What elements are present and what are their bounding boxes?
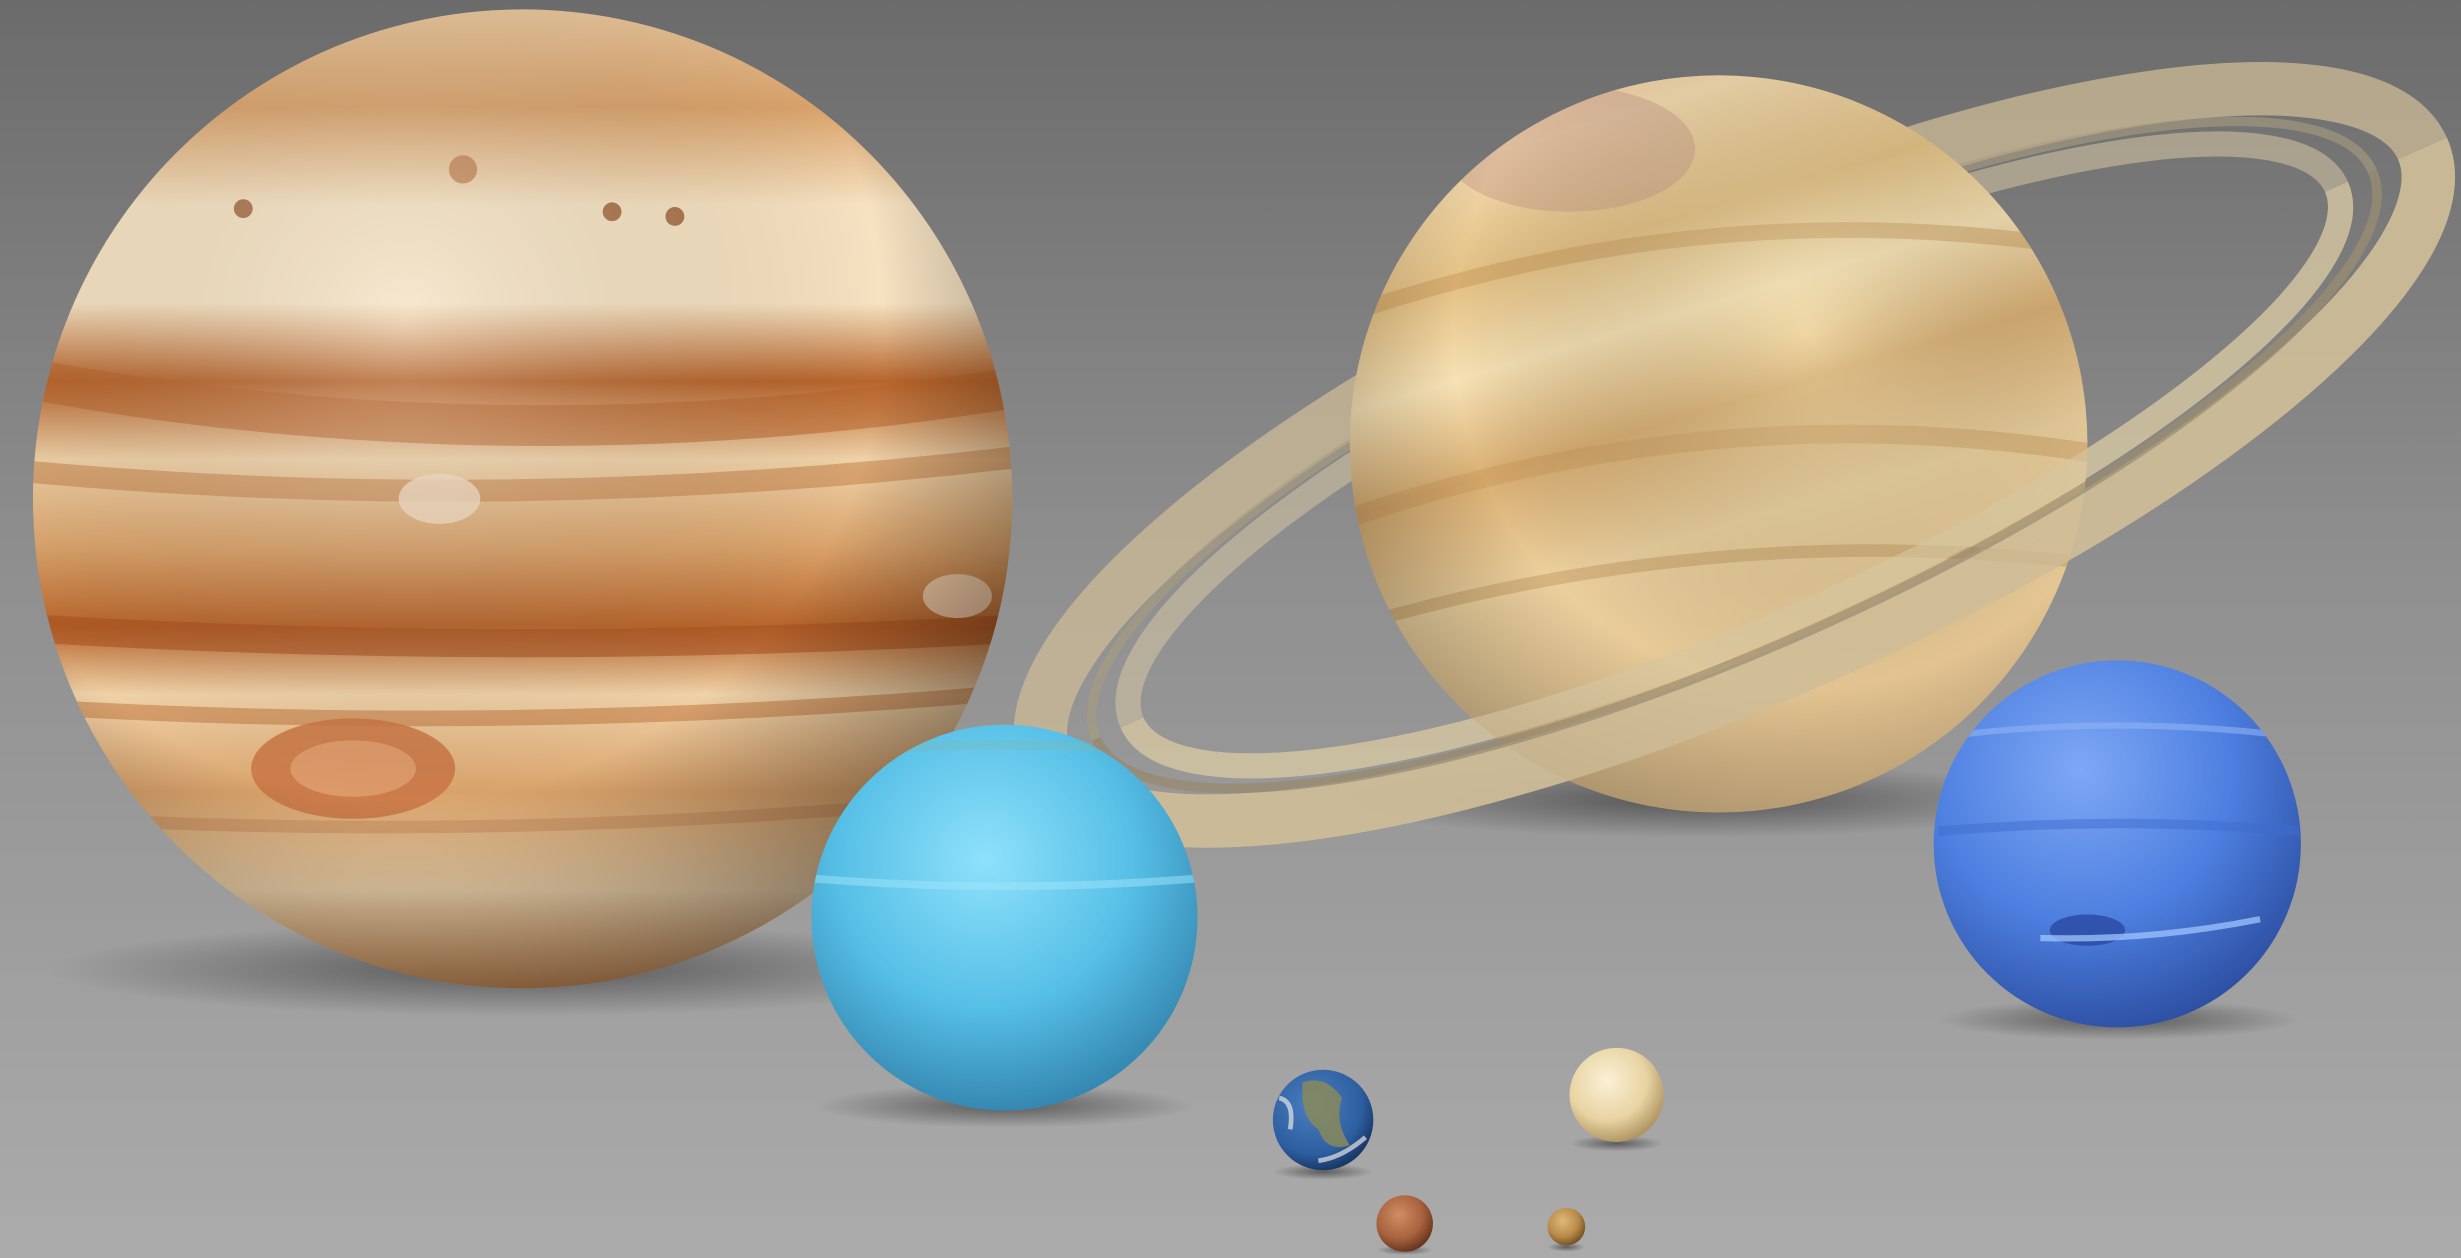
venus-shadow <box>1569 1135 1664 1152</box>
saturn-ring-front <box>1021 137 2455 848</box>
neptune-icon <box>1933 660 2301 1028</box>
mercury-icon <box>1547 1207 1586 1246</box>
mars-icon <box>1376 1195 1433 1252</box>
earth-icon <box>1272 1069 1374 1171</box>
earth-shadow <box>1272 1163 1374 1180</box>
venus-icon <box>1569 1047 1664 1142</box>
uranus-icon <box>811 724 1198 1111</box>
mercury-shadow <box>1547 1242 1586 1252</box>
